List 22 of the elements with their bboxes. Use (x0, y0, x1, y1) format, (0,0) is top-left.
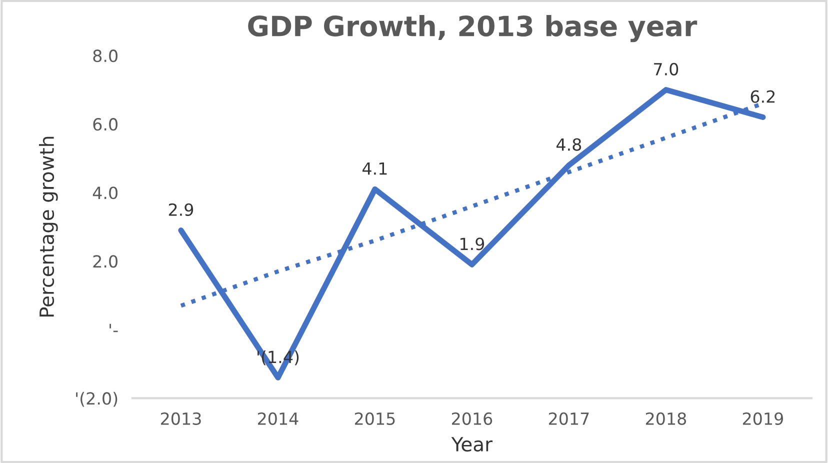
data-label: 7.0 (654, 62, 678, 76)
x-axis-title: Year (451, 437, 493, 452)
data-label: 1.9 (460, 238, 484, 250)
x-tick-label: 2016 (452, 412, 492, 425)
y-tick-label: 6.0 (93, 118, 118, 131)
x-tick-label: 2017 (548, 412, 589, 425)
data-label: 6.2 (750, 90, 775, 103)
y-tick-label: '- (110, 324, 118, 332)
chart-title: GDP Growth, 2013 base year (248, 15, 698, 42)
y-tick-label: 2.0 (93, 255, 118, 268)
x-tick-label: 2018 (646, 412, 686, 425)
x-tick-label: 2015 (354, 412, 395, 425)
y-tick-label: 8.0 (93, 50, 118, 62)
x-tick-label: 2013 (160, 412, 201, 425)
y-axis-title: Percentage growth (39, 136, 58, 317)
x-tick-label: 2014 (258, 412, 298, 425)
data-label: 2.9 (168, 203, 194, 216)
data-label: 4.8 (556, 138, 582, 151)
y-tick-label: 4.0 (92, 186, 118, 200)
x-tick-label: 2019 (742, 412, 783, 425)
data-label: 4.1 (362, 162, 387, 175)
y-tick-label: '(2.0) (76, 392, 118, 407)
